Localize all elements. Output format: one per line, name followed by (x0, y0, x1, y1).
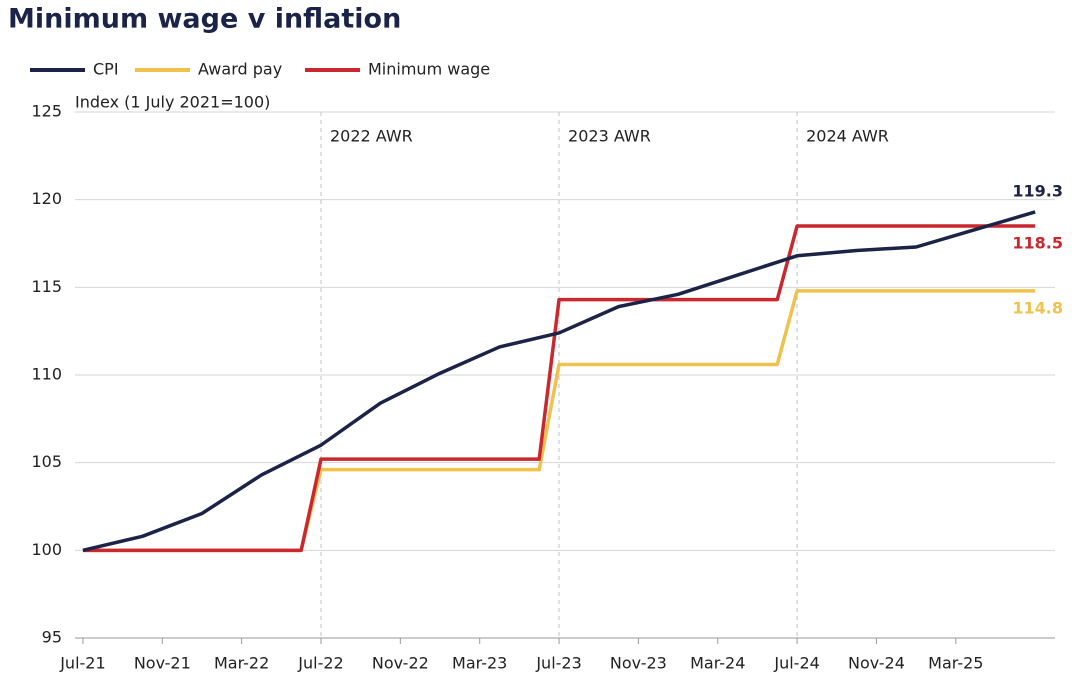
y-axis-label: Index (1 July 2021=100) (75, 93, 270, 112)
x-tick-label: Jul-22 (297, 654, 343, 673)
x-tick-label: Jul-21 (59, 654, 105, 673)
chart-title: Minimum wage v inflation (8, 4, 401, 35)
y-tick-label: 95 (42, 628, 62, 647)
y-tick-label: 105 (31, 452, 62, 471)
y-tick-label: 100 (31, 540, 62, 559)
annotation-label: 2023 AWR (568, 127, 651, 146)
x-tick-label: Nov-21 (134, 654, 191, 673)
x-tick-label: Nov-22 (372, 654, 429, 673)
legend-label: Minimum wage (368, 60, 490, 79)
y-tick-label: 120 (31, 189, 62, 208)
end-label: 119.3 (1012, 181, 1063, 200)
x-tick-label: Nov-23 (610, 654, 667, 673)
x-tick-label: Mar-23 (452, 654, 507, 673)
y-tick-label: 110 (31, 365, 62, 384)
x-tick-label: Jul-23 (535, 654, 581, 673)
x-tick-label: Mar-25 (928, 654, 983, 673)
y-tick-label: 125 (31, 102, 62, 121)
legend-label: Award pay (198, 60, 282, 79)
series-line (82, 224, 1036, 553)
annotation-label: 2024 AWR (806, 127, 889, 146)
end-label: 114.8 (1012, 298, 1063, 317)
y-tick-label: 115 (31, 277, 62, 296)
end-label: 118.5 (1012, 233, 1063, 252)
x-tick-label: Mar-24 (690, 654, 745, 673)
x-tick-label: Jul-24 (773, 654, 819, 673)
legend-label: CPI (93, 60, 119, 79)
x-tick-label: Mar-22 (214, 654, 269, 673)
x-tick-label: Nov-24 (848, 654, 905, 673)
annotation-label: 2022 AWR (330, 127, 413, 146)
series-line (82, 210, 1036, 553)
